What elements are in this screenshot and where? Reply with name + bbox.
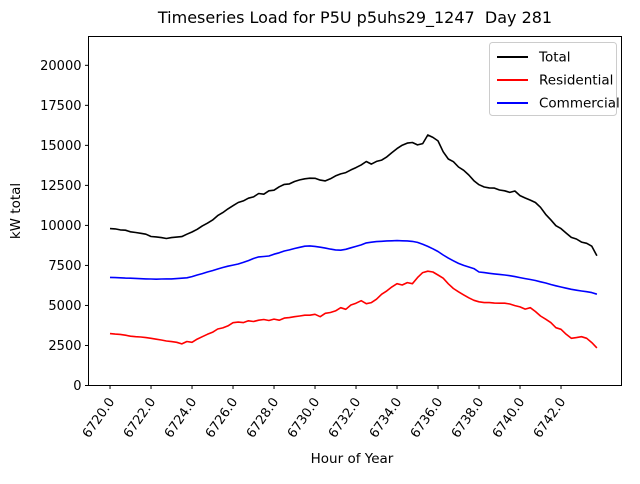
x-tick-label: 6730.0 <box>285 395 323 441</box>
x-tick-label: 6724.0 <box>162 395 200 441</box>
y-tick-label: 2500 <box>48 339 81 354</box>
x-tick-label: 6732.0 <box>326 395 364 441</box>
y-tick-label: 15000 <box>40 139 81 154</box>
axis-ticks: 6720.0 6722.0 6724.0 6726.0 6728.0 6730.0 6732… <box>40 59 569 441</box>
series-total-line <box>109 134 598 257</box>
series-commercial-line <box>109 239 598 295</box>
y-tick-label: 5000 <box>48 299 81 314</box>
x-tick-label: 6742.0 <box>531 395 569 441</box>
x-tick-label: 6720.0 <box>80 395 118 441</box>
x-tick-label: 6736.0 <box>408 395 446 441</box>
legend-label-total: Total <box>538 50 571 66</box>
x-tick-label: 6740.0 <box>490 395 528 441</box>
y-tick-label: 10000 <box>40 219 81 234</box>
y-tick-label: 17500 <box>40 99 81 114</box>
x-tick-label: 6726.0 <box>203 395 241 441</box>
series-residential-line <box>109 270 598 349</box>
plot-frame <box>88 36 622 386</box>
y-tick-label: 0 <box>73 379 81 394</box>
chart-title: Timeseries Load for P5U p5uhs29_1247 Day… <box>157 8 552 28</box>
legend-label-residential: Residential <box>539 73 613 89</box>
legend-label-commercial: Commercial <box>539 96 620 112</box>
series-lines <box>109 134 598 349</box>
legend-box <box>489 42 617 116</box>
x-tick-label: 6738.0 <box>449 395 487 441</box>
y-tick-label: 12500 <box>40 179 81 194</box>
x-tick-label: 6722.0 <box>121 395 159 441</box>
y-tick-label: 7500 <box>48 259 81 274</box>
y-axis-label: kW total <box>8 183 24 239</box>
x-tick-label: 6734.0 <box>367 395 405 441</box>
y-tick-label: 20000 <box>40 59 81 74</box>
x-axis-label: Hour of Year <box>311 451 394 467</box>
x-tick-label: 6728.0 <box>244 395 282 441</box>
legend: Total Residential Commercial <box>489 42 620 116</box>
